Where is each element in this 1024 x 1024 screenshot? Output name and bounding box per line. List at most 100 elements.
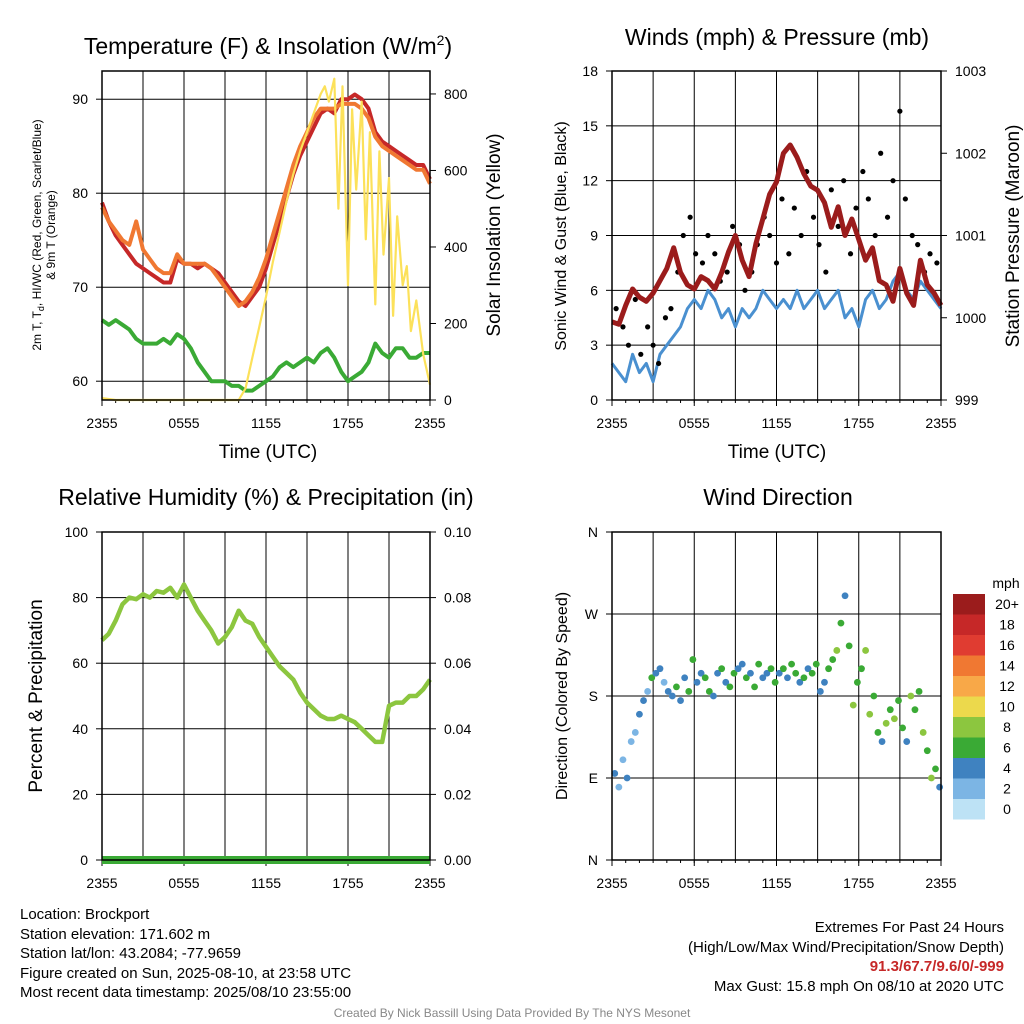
direction-point bbox=[673, 683, 680, 691]
legend-swatch bbox=[953, 676, 985, 697]
gust-point bbox=[620, 324, 626, 330]
direction-point bbox=[652, 669, 660, 677]
gust-point bbox=[645, 324, 651, 330]
gust-point bbox=[699, 260, 706, 266]
direction-point bbox=[845, 642, 853, 650]
series-line bbox=[100, 582, 432, 745]
x-tick-label: 1755 bbox=[843, 875, 874, 891]
winds-xlabel: Time (UTC) bbox=[728, 442, 827, 463]
speed-legend: mph 20+ 18 16 14 12 10 8 6 4 2 0 bbox=[953, 575, 1020, 820]
y-tick-label: W bbox=[585, 606, 599, 622]
gust-point bbox=[841, 178, 847, 184]
legend-swatch bbox=[953, 594, 985, 615]
x-tick-label: 1155 bbox=[761, 415, 791, 431]
legend-label: 10 bbox=[999, 699, 1015, 715]
gust-point bbox=[865, 196, 871, 202]
direction-point bbox=[763, 669, 771, 677]
y-tick-label: 12 bbox=[582, 173, 598, 189]
gust-point bbox=[878, 150, 884, 156]
y2-tick-label: 0.08 bbox=[444, 590, 471, 606]
gust-point bbox=[909, 232, 915, 239]
y-tick-label: N bbox=[588, 524, 598, 540]
extremes-subheading: (High/Low/Max Wind/Precipitation/Snow De… bbox=[688, 938, 1004, 956]
y-tick-label: 40 bbox=[72, 721, 88, 737]
x-tick-label: 1155 bbox=[761, 875, 791, 891]
winds-plot: 0 3 6 9 12 15 18 999 1000 1001 1002 1003 2355 0555 115… bbox=[582, 63, 986, 431]
legend-label: 16 bbox=[999, 637, 1015, 653]
direction-point bbox=[619, 756, 627, 764]
direction-point bbox=[775, 669, 783, 677]
wdir-plot: N E S W N 2355 0555 1155 1755 2355 bbox=[585, 524, 957, 891]
gust-point bbox=[890, 178, 896, 184]
gust-point bbox=[927, 251, 933, 257]
gust-point bbox=[712, 251, 718, 257]
max-gust-text: Max Gust: 15.8 mph On 08/10 at 2020 UTC bbox=[713, 977, 1004, 995]
y-tick-label: 9 bbox=[590, 228, 598, 244]
gust-point bbox=[742, 287, 748, 293]
rh-ylabel: Percent & Precipitation bbox=[26, 599, 47, 792]
winds-panel: Winds (mph) & Pressure (mb) Sonic Wind &… bbox=[553, 24, 1024, 463]
temp-y2label: Solar Insolation (Yellow) bbox=[484, 133, 505, 336]
x-tick-label: 2355 bbox=[596, 415, 627, 431]
y2-tick-label: 200 bbox=[444, 315, 468, 331]
winds-y2label: Station Pressure (Maroon) bbox=[1003, 125, 1024, 348]
x-tick-label: 0555 bbox=[679, 415, 710, 431]
direction-point bbox=[899, 724, 907, 732]
y-tick-label: N bbox=[588, 852, 598, 868]
direction-point bbox=[800, 674, 808, 682]
gust-point bbox=[860, 168, 866, 175]
direction-point bbox=[710, 692, 717, 700]
direction-point bbox=[792, 669, 800, 677]
y-tick-label: 100 bbox=[65, 524, 89, 540]
legend-label: 12 bbox=[999, 678, 1015, 694]
x-tick-label: 2355 bbox=[86, 875, 117, 891]
direction-point bbox=[890, 715, 898, 723]
direction-point bbox=[796, 678, 804, 686]
x-tick-label: 2355 bbox=[414, 875, 445, 891]
direction-point bbox=[685, 688, 693, 695]
legend-label: 14 bbox=[999, 658, 1015, 674]
direction-point bbox=[870, 692, 878, 700]
y-tick-label: 3 bbox=[590, 337, 598, 353]
direction-point bbox=[833, 647, 841, 654]
direction-point bbox=[734, 665, 742, 673]
legend-swatch bbox=[953, 758, 985, 779]
legend-swatch bbox=[953, 717, 985, 738]
plot-border bbox=[101, 531, 431, 861]
direction-point bbox=[705, 688, 713, 695]
y-tick-label: 15 bbox=[582, 118, 598, 134]
direction-point bbox=[841, 592, 849, 600]
gust-point bbox=[668, 306, 674, 312]
direction-point bbox=[701, 674, 709, 682]
direction-point bbox=[640, 697, 647, 704]
direction-point bbox=[677, 697, 684, 704]
gust-point bbox=[884, 214, 891, 220]
direction-point bbox=[738, 660, 746, 668]
location-text: Location: Brockport bbox=[20, 906, 150, 923]
y2-tick-label: 0.10 bbox=[444, 524, 471, 540]
direction-point bbox=[779, 665, 787, 673]
direction-point bbox=[866, 710, 874, 718]
y-tick-label: 80 bbox=[72, 590, 88, 606]
direction-point bbox=[911, 706, 919, 714]
x-tick-label: 1755 bbox=[843, 415, 874, 431]
direction-point bbox=[886, 706, 894, 714]
y2-tick-label: 0.04 bbox=[444, 721, 471, 737]
gust-point bbox=[915, 242, 921, 248]
gust-point bbox=[656, 360, 662, 367]
gust-point bbox=[650, 342, 656, 348]
direction-point bbox=[718, 665, 726, 673]
direction-point bbox=[664, 688, 672, 695]
y-tick-label: 0 bbox=[80, 852, 88, 868]
y-tick-label: 80 bbox=[72, 185, 88, 201]
gust-point bbox=[853, 205, 859, 211]
legend-label: 2 bbox=[1003, 781, 1011, 797]
x-tick-label: 2355 bbox=[414, 415, 445, 431]
wdir-title: Wind Direction bbox=[703, 484, 853, 510]
direction-point bbox=[788, 660, 795, 668]
legend-label: 18 bbox=[999, 617, 1015, 633]
gust-point bbox=[847, 251, 854, 257]
gust-point bbox=[625, 342, 632, 348]
direction-point bbox=[919, 729, 927, 736]
